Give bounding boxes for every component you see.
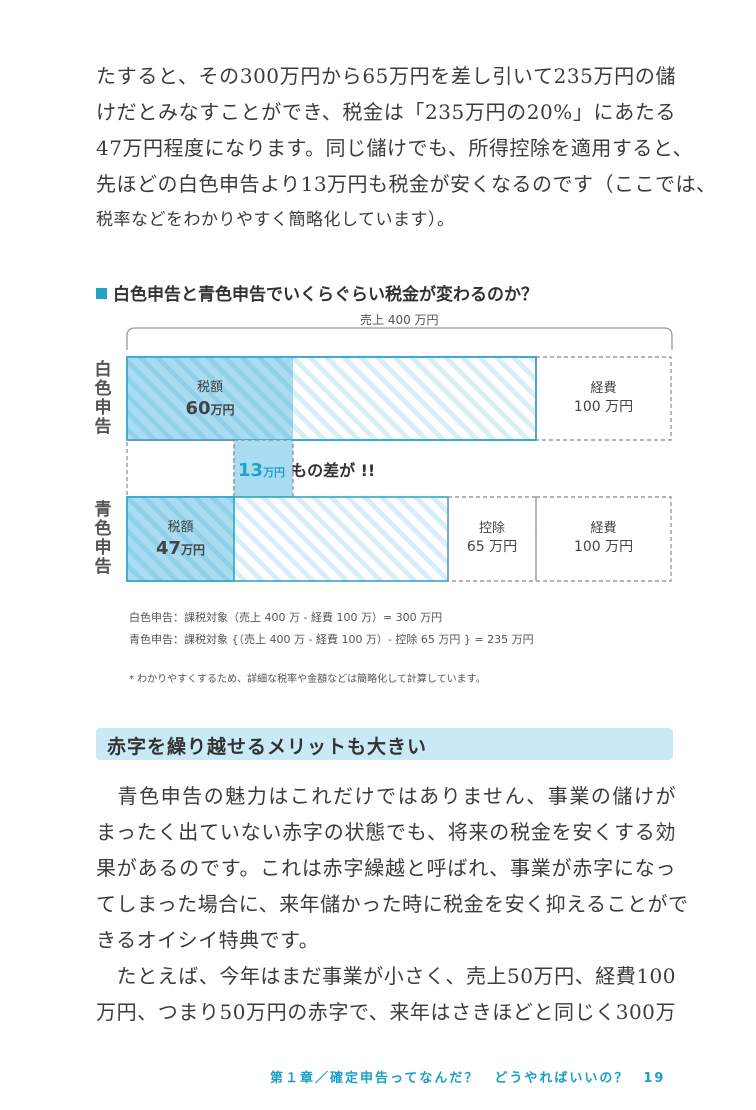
formula-white: 白色申告：課税対象（売上 400 万 - 経費 100 万）= 300 万円 (129, 611, 443, 624)
chapter-title: 第１章／確定申告ってなんだ？ どうやればいいの？ (270, 1071, 630, 1086)
body-line: たとえば、今年はまだ事業が小さく、売上50万円、経費100 (96, 964, 676, 988)
blue-tax-bar (126, 496, 235, 582)
intro-line: 47万円程度になります。同じ儲けでも、所得控除を適用すると、 (96, 136, 694, 160)
white-expense-box (535, 356, 672, 441)
chart-title: 白色申告と青色申告でいくらぐらい税金が変わるのか？ (96, 280, 538, 305)
body-line: 万円、つまり50万円の赤字で、来年はさきほどと同じく300万 (96, 1000, 676, 1024)
body-paragraph: 青色申告の魅力はこれだけではありません、事業の儲けが まったく出ていない赤字の状… (96, 778, 689, 1030)
formula-blue: 青色申告：課税対象 {（売上 400 万 - 経費 100 万）- 控除 65 … (129, 633, 534, 646)
intro-line: たすると、その300万円から65万円を差し引いて235万円の儲 (96, 64, 676, 88)
gap-box (126, 439, 235, 498)
intro-line: 税率などをわかりやすく簡略化しています）。 (96, 210, 455, 230)
intro-line: けだとみなすことができ、税金は「235万円の20%」にあたる (96, 100, 676, 124)
blue-deduction-label: 控除 65 万円 (466, 521, 518, 555)
body-line: 果があるのです。これは赤字繰越と呼ばれ、事業が赤字になっ (96, 856, 676, 880)
white-row-label: 白色申告 (94, 360, 112, 437)
body-line: まったく出ていない赤字の状態でも、将来の税金を安くする効 (96, 820, 676, 844)
page-number: 19 (643, 1071, 666, 1086)
blue-tax-label: 税額 47万円 (155, 520, 206, 559)
blue-row-label: 青色申告 (94, 500, 112, 577)
blue-expense-label: 経費 100 万円 (573, 521, 634, 555)
intro-line: 先ほどの白色申告より13万円も税金が安くなるのです（ここでは、 (96, 172, 717, 196)
page-footer: 第１章／確定申告ってなんだ？ どうやればいいの？ 19 (270, 1067, 665, 1086)
difference-box (233, 439, 294, 498)
sales-bracket (126, 327, 673, 350)
body-line: きるオイシイ特典です。 (96, 928, 320, 952)
white-expense-label: 経費 100 万円 (573, 381, 634, 415)
sales-bracket-label: 売上 400 万円 (360, 313, 439, 327)
intro-paragraph: たすると、その300万円から65万円を差し引いて235万円の儲 けだとみなすこと… (96, 58, 717, 238)
blue-expense-box (535, 496, 672, 582)
difference-label: 13万円 もの差が !! (238, 460, 376, 481)
white-tax-label: 税額 60万円 (185, 380, 235, 419)
body-line: 青色申告の魅力はこれだけではありません、事業の儲けが (96, 784, 676, 808)
body-line: てしまった場合に、来年儲かった時に税金を安く抑えることがで (96, 892, 689, 916)
chart-footnote: * わかりやすくするため、詳細な税率や金額などは簡略化して計算しています。 (129, 674, 486, 685)
square-bullet-icon (96, 288, 107, 299)
white-tax-bar (127, 357, 293, 440)
tax-comparison-chart (126, 327, 673, 582)
section-heading: 赤字を繰り越せるメリットも大きい (96, 728, 673, 760)
